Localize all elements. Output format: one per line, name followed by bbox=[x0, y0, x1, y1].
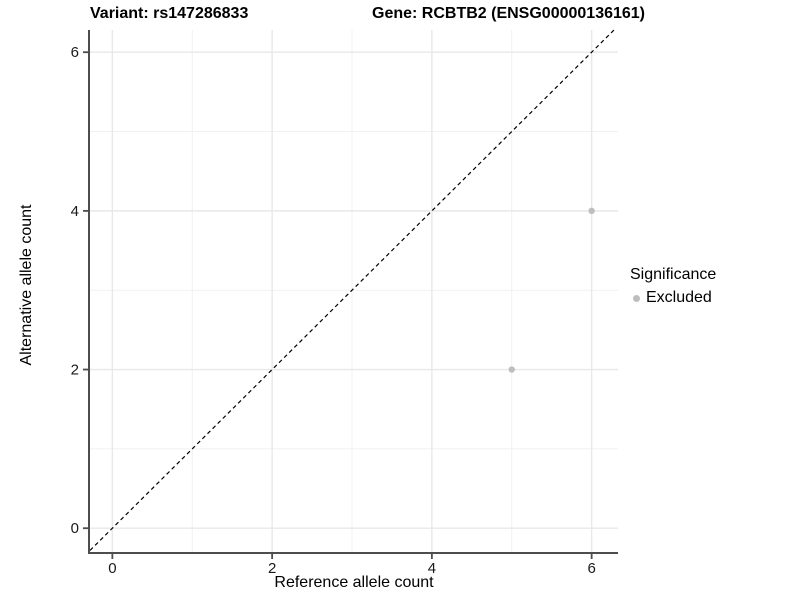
x-axis-title: Reference allele count bbox=[274, 574, 434, 591]
x-tick-label: 0 bbox=[108, 560, 116, 577]
plot-title-variant: Variant: rs147286833 bbox=[90, 5, 249, 22]
plot-title-gene: Gene: RCBTB2 (ENSG00000136161) bbox=[372, 5, 646, 22]
x-tick-label: 4 bbox=[428, 560, 436, 577]
legend-point-icon bbox=[633, 294, 640, 302]
y-tick-label: 0 bbox=[71, 520, 79, 537]
y-tick-label: 4 bbox=[71, 203, 79, 220]
legend-title: Significance bbox=[630, 266, 717, 283]
y-tick-label: 2 bbox=[71, 362, 79, 379]
y-tick-label: 6 bbox=[71, 44, 79, 61]
x-tick-label: 6 bbox=[587, 560, 595, 577]
legend: Significance Excluded bbox=[630, 266, 716, 307]
legend-item-excluded: Excluded bbox=[630, 289, 716, 307]
legend-item-label: Excluded bbox=[646, 289, 712, 306]
x-tick-label: 2 bbox=[268, 560, 276, 577]
data-point bbox=[508, 366, 515, 373]
identity-reference-line bbox=[89, 29, 615, 551]
data-point bbox=[588, 207, 595, 215]
